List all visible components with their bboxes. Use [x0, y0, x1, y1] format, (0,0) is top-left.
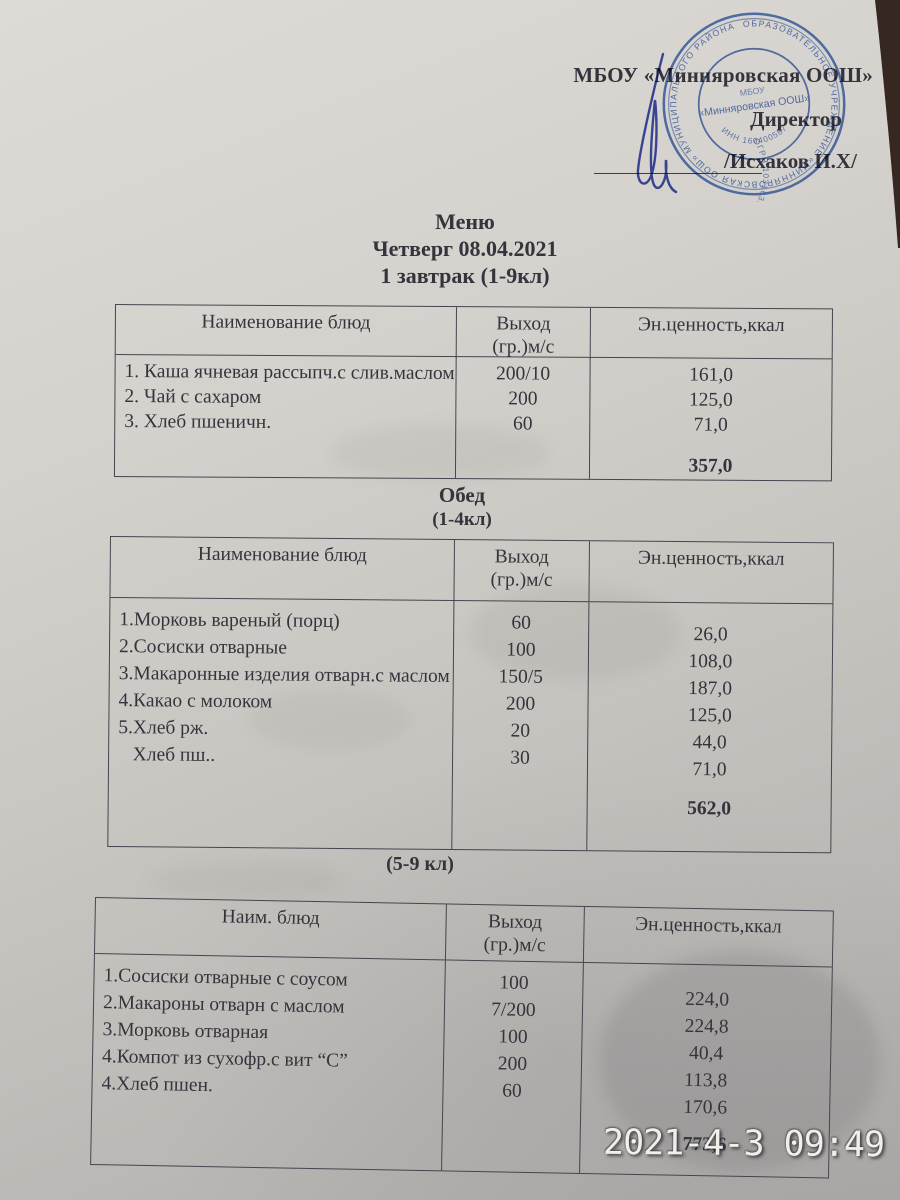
dish-name-column: 1. Каша ячневая рассыпч.с слив.маслом 2.…: [115, 355, 456, 478]
output-column: 60 100 150/5 200 20 30: [451, 600, 589, 851]
column-header-output-line1: Выход: [487, 911, 543, 934]
lunch-grades: (1-4кл): [432, 509, 492, 530]
dish-name: 1. Каша ячневая рассыпч.с слив.маслом: [124, 361, 455, 385]
output-value: 60: [512, 413, 533, 435]
dish-name: 1.Морковь вареный (порц): [119, 609, 340, 633]
column-header-output-line2: (гр.)м/с: [492, 336, 555, 358]
svg-text:ОГРН 10316352028: ОГРН 10316352028: [728, 136, 778, 214]
title-menu: Меню: [435, 209, 495, 234]
director-label: Директор: [750, 107, 842, 131]
kcal-value: 44,0: [692, 732, 727, 754]
school-round-stamp: ОБРАЗОВАТЕЛЬНОЕ УЧРЕЖДЕНИЕ «МИННЯРОВСКАЯ…: [657, 7, 850, 214]
lunch-table: Наименование блюд Выход (гр.)м/с Эн.ценн…: [107, 536, 834, 854]
stamp-center-abbr: МБОУ: [739, 85, 766, 98]
output-value: 150/5: [498, 666, 544, 688]
kcal-value: 187,0: [688, 678, 733, 700]
kcal-value: 71,0: [693, 414, 728, 436]
column-header-kcal: Эн.ценность,ккал: [582, 906, 833, 967]
output-value: 100: [506, 639, 536, 661]
column-header-output: Выход (гр.)м/с: [453, 540, 589, 602]
table-body: 1.Морковь вареный (порц) 2.Сосиски отвар…: [108, 598, 833, 853]
output-value: 60: [502, 1080, 522, 1102]
kcal-total: 562,0: [687, 798, 732, 820]
output-value: 100: [498, 1026, 528, 1048]
stamp-inn-text: ИНН 160400587: [719, 117, 791, 151]
kcal-column: 26,0 108,0 187,0 125,0 44,0 71,0 562,0: [586, 602, 833, 853]
school-name-line: МБОУ «Минняровская ООШ»: [573, 63, 873, 87]
column-header-name: Наименование блюд: [201, 311, 371, 334]
breakfast-table: Наименование блюд Выход (гр.)м/с Эн.ценн…: [113, 304, 833, 482]
title-date: Четверг 08.04.2021: [372, 236, 558, 261]
column-header-output-line2: (гр.)м/с: [483, 934, 546, 957]
column-header-kcal: Эн.ценность,ккал: [589, 307, 832, 361]
stamp-ogrn-text: ОГРН 10316352028: [728, 136, 778, 214]
dish-name-column: 1.Сосиски отварные с соусом 2.Макароны о…: [91, 954, 445, 1170]
dish-name: 4.Какао с молоком: [118, 690, 273, 713]
document-title-block: Меню Четверг 08.04.2021 1 завтрак (1-9кл…: [15, 208, 900, 289]
column-header-output: Выход (гр.)м/с: [444, 904, 584, 962]
dish-name: 4.Хлеб пшен.: [101, 1073, 214, 1097]
dish-name-column: 1.Морковь вареный (порц) 2.Сосиски отвар…: [108, 598, 453, 849]
output-column: 200/10 200 60: [455, 357, 590, 479]
column-header-output-line2: (гр.)м/с: [490, 569, 553, 591]
output-value: 30: [510, 747, 530, 769]
kcal-value: 125,0: [687, 705, 732, 727]
dish-name: 5.Хлеб рж.: [118, 717, 209, 739]
table-header-row: Наименование блюд Выход (гр.)м/с Эн.ценн…: [110, 537, 833, 605]
kcal-value: 170,6: [683, 1096, 728, 1119]
column-header-name: Наим. блюд: [221, 906, 320, 930]
column-header-kcal: Эн.ценность,ккал: [588, 541, 833, 604]
kcal-total: 357,0: [688, 455, 733, 477]
lunch-title: Обед: [438, 483, 486, 507]
dish-name: Хлеб пш..: [118, 744, 216, 766]
kcal-value: 161,0: [689, 364, 734, 386]
kcal-value: 108,0: [688, 651, 733, 673]
director-signature: [636, 52, 678, 194]
title-meal: 1 завтрак (1-9кл): [380, 263, 550, 288]
output-value: 100: [499, 972, 529, 994]
kcal-column: 161,0 125,0 71,0 357,0: [588, 357, 832, 481]
signature-line: [594, 173, 762, 174]
desk-background-corner: [875, 0, 900, 248]
kcal-value: 26,0: [693, 624, 728, 646]
dish-name: 2. Чай с сахаром: [124, 386, 262, 408]
dish-name: 3. Хлеб пшеничн.: [124, 411, 272, 433]
output-value: 7/200: [491, 999, 536, 1022]
director-name: /Исхаков И.Х/: [724, 149, 857, 173]
output-value: 200: [505, 693, 536, 715]
svg-text:ИНН 160400587: ИНН 160400587: [719, 117, 791, 151]
output-column: 100 7/200 100 200 60: [441, 960, 583, 1173]
kcal-value: 71,0: [692, 759, 727, 781]
output-value: 20: [510, 720, 531, 742]
output-value: 200: [497, 1053, 528, 1075]
output-value: 200: [508, 388, 538, 410]
column-header-output-line1: Выход: [494, 546, 549, 568]
column-header-name: Наименование блюд: [197, 543, 367, 567]
output-value: 60: [511, 612, 532, 634]
dish-name: 2.Сосиски отварные: [118, 636, 288, 659]
column-header-output-line1: Выход: [496, 313, 551, 335]
output-value: 200/10: [495, 363, 551, 385]
column-header-output: Выход (гр.)м/с: [455, 307, 590, 359]
senior-section-heading: (5-9 кл): [386, 853, 454, 875]
kcal-value: 125,0: [688, 389, 733, 411]
table-header-row: Наименование блюд Выход (гр.)м/с Эн.ценн…: [115, 305, 832, 361]
camera-timestamp: 2021-4-3 09:49: [602, 1122, 885, 1166]
table-body: 1. Каша ячневая рассыпч.с слив.маслом 2.…: [115, 355, 832, 481]
dish-name: 3.Макаронные изделия отварн.с маслом: [118, 663, 450, 687]
lunch-section-heading: Обед (1-4кл): [12, 483, 900, 531]
